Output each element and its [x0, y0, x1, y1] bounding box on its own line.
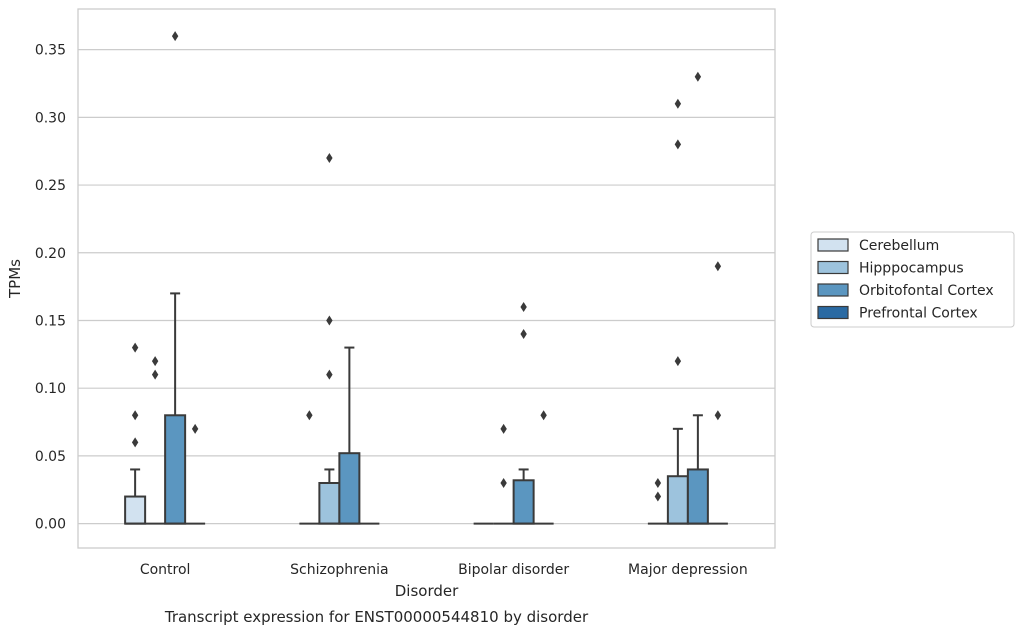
outlier-point: [674, 356, 682, 367]
boxes: [124, 292, 728, 525]
outlier-point: [500, 423, 507, 434]
box-orbitofontal-cortex: [512, 468, 535, 525]
plot-frame: [77, 8, 776, 549]
outlier-point: [131, 410, 139, 421]
outlier-point: [151, 369, 159, 380]
box-body: [164, 414, 187, 525]
outlier-point: [500, 477, 507, 488]
box-body: [686, 468, 709, 525]
box-body: [512, 479, 535, 525]
outlier-point: [674, 98, 682, 109]
outlier-point: [326, 369, 333, 380]
chart-caption: Transcript expression for ENST0000054481…: [164, 608, 589, 626]
outlier-point: [151, 356, 159, 367]
outliers: [131, 31, 722, 502]
box-body: [318, 481, 341, 525]
y-tick-label: 0.35: [35, 43, 66, 59]
y-tick-label: 0.10: [35, 381, 66, 397]
box-body: [666, 475, 689, 525]
x-tick-label: Schizophrenia: [290, 562, 388, 578]
y-axis-ticks: 0.00 0.05 0.10 0.15 0.20 0.25 0.30 0.35: [35, 43, 66, 533]
legend-swatch: [817, 260, 849, 275]
outlier-point: [326, 152, 333, 163]
outlier-point: [326, 315, 333, 326]
outlier-point: [520, 329, 527, 340]
x-tick-label: Major depression: [628, 562, 748, 578]
box-hipppocampus: [318, 468, 341, 525]
outlier-point: [694, 71, 702, 82]
y-tick-label: 0.05: [35, 449, 66, 465]
legend: Cerebellum Hipppocampus Orbitofontal Corte…: [810, 231, 1015, 328]
outlier-point: [654, 491, 662, 502]
legend-label: Orbitofontal Cortex: [859, 283, 994, 299]
outlier-point: [520, 301, 527, 312]
legend-label: Hipppocampus: [859, 261, 964, 277]
outlier-point: [714, 410, 722, 421]
gridlines: [78, 49, 775, 525]
outlier-point: [306, 410, 313, 421]
y-tick-label: 0.20: [35, 246, 66, 262]
legend-label: Prefrontal Cortex: [859, 306, 978, 322]
y-axis-title: TPMs: [6, 259, 24, 299]
y-tick-label: 0.30: [35, 110, 66, 126]
outlier-point: [674, 139, 682, 150]
outlier-point: [654, 477, 662, 488]
box-body: [338, 452, 361, 525]
legend-swatch: [817, 238, 849, 252]
y-tick-label: 0.15: [35, 313, 66, 329]
legend-label: Cerebellum: [859, 238, 939, 254]
outlier-point: [191, 423, 199, 434]
outlier-point: [171, 31, 179, 42]
box-body: [124, 495, 147, 525]
box-hipppocampus: [666, 427, 689, 525]
box-cerebellum: [124, 468, 147, 525]
box-orbitofontal-cortex: [338, 346, 361, 525]
y-tick-label: 0.25: [35, 178, 66, 194]
outlier-point: [540, 410, 547, 421]
box-orbitofontal-cortex: [164, 292, 187, 525]
outlier-point: [131, 437, 139, 448]
x-axis-title: Disorder: [395, 582, 459, 600]
legend-swatch: [817, 283, 849, 297]
x-axis-ticks: Control Schizophrenia Bipolar disorder Majo…: [140, 562, 748, 578]
legend-frame: [810, 231, 1015, 328]
y-tick-label: 0.00: [35, 517, 66, 533]
x-tick-label: Bipolar disorder: [458, 562, 569, 578]
outlier-point: [714, 261, 722, 272]
legend-swatch: [817, 305, 849, 320]
x-tick-label: Control: [140, 562, 191, 578]
outlier-point: [131, 342, 139, 353]
box-orbitofontal-cortex: [686, 414, 709, 525]
